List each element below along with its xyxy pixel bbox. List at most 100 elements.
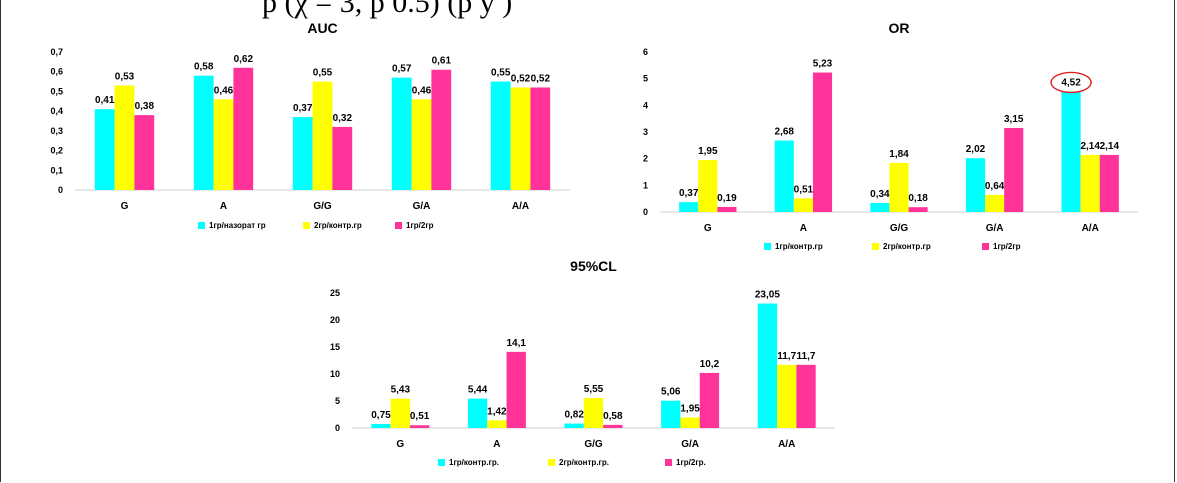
auc-bar-g-g-s2	[312, 81, 333, 190]
cl-data-label-g-g-s1: 0,82	[564, 410, 584, 421]
cl-bar-g-g-s2	[583, 398, 604, 428]
cl-data-label-a-a-s1: 23,05	[755, 290, 780, 301]
or-y-tick-label: 1	[643, 180, 648, 190]
auc-data-label-g-s1: 0,41	[95, 95, 115, 106]
or-bar-g-g-s3	[908, 207, 928, 212]
or-bar-a-a-s3	[1099, 154, 1119, 212]
or-legend-label-3: 1гр/2гр	[993, 242, 1021, 251]
cl-data-label-g-g-s3: 0,58	[603, 411, 623, 422]
or-bar-a-a-s2	[1080, 154, 1100, 212]
auc-chart-title: AUC	[307, 20, 337, 36]
cl-x-tick-label-a-a: A/A	[778, 439, 795, 450]
or-data-label-a-s3: 5,23	[813, 59, 833, 70]
auc-y-tick-label: 0,5	[50, 86, 63, 96]
or-bar-g-s1	[679, 202, 699, 212]
auc-data-label-g-a-s3: 0,61	[432, 56, 452, 67]
cl-legend-swatch-2	[548, 459, 555, 466]
cropped-header-text: p (χ = 3, p 0.5) (p y )	[0, 0, 1177, 20]
auc-legend-label-3: 1гр/2гр	[406, 221, 434, 230]
or-chart: OR 0 1 2 3 4 5 6 G 0,37 1,95 0,19 A 2,68 0,51 5,23 G/G 0,…	[643, 20, 1138, 251]
or-data-label-a-s1: 2,68	[775, 127, 795, 138]
cl-y-tick-label: 0	[335, 423, 340, 433]
cl-y-tick-label: 20	[330, 315, 340, 325]
auc-bar-g-g-s3	[332, 126, 353, 190]
auc-y-tick-label: 0,2	[50, 146, 63, 156]
auc-data-label-a-a-s1: 0,55	[491, 68, 511, 79]
or-bar-g-g-s2	[889, 162, 909, 212]
cl-data-label-a-a-s3: 11,7	[797, 351, 816, 362]
auc-y-tick-label: 0	[58, 185, 63, 195]
cl-data-label-a-a-s2: 11,7	[777, 351, 796, 362]
auc-data-label-g-a-s2: 0,46	[412, 85, 432, 96]
auc-legend-swatch-2	[303, 222, 310, 229]
or-bar-g-g-s1	[870, 202, 890, 212]
auc-bar-g-a-s2	[411, 99, 432, 190]
or-legend-label-1: 1гр/контр.гр	[775, 242, 823, 251]
auc-bar-g-a-s3	[431, 69, 452, 190]
auc-y-tick-label: 0,7	[50, 47, 63, 57]
or-y-tick-label: 3	[643, 127, 648, 137]
or-legend-swatch-3	[982, 243, 989, 250]
cl-x-tick-label-g: G	[396, 439, 404, 450]
auc-data-label-g-g-s1: 0,37	[293, 103, 313, 114]
auc-bar-a-s2	[213, 99, 234, 190]
cl-data-label-g-a-s1: 5,06	[661, 387, 681, 398]
cl-legend-swatch-3	[665, 459, 672, 466]
cl-y-tick-label: 5	[335, 396, 340, 406]
auc-bar-a-a-s2	[510, 87, 531, 190]
auc-bar-g-g-s1	[292, 117, 313, 190]
auc-bar-g-s2	[114, 85, 135, 190]
or-data-label-g-s3: 0,19	[717, 193, 737, 204]
or-x-tick-label-g-g: G/G	[890, 223, 909, 234]
cl-bar-g-a-s1	[661, 400, 681, 428]
cl-legend-label-3: 1гр/2гр.	[676, 458, 706, 467]
cl-bar-g-s2	[390, 398, 410, 428]
or-legend-swatch-1	[764, 243, 771, 250]
or-y-tick-label: 6	[643, 47, 648, 57]
cl-chart: 95%CL 0 5 10 15 20 25 G 0,75 5,43 0,51 A 5,44 1,42 14,…	[330, 258, 835, 467]
cl-bar-a-a-s2	[777, 364, 797, 428]
header-text: p (χ = 3, p 0.5) (p y )	[262, 0, 513, 19]
or-bar-a-a-s1	[1061, 91, 1081, 212]
or-data-label-g-g-s2: 1,84	[889, 149, 909, 160]
or-highlight-ellipse	[1050, 71, 1092, 94]
or-data-label-g-g-s3: 0,18	[908, 193, 928, 204]
cl-bar-g-a-s3	[699, 372, 720, 428]
or-data-label-a-s2: 0,51	[794, 184, 814, 195]
cl-data-label-a-s3: 14,1	[506, 338, 526, 349]
or-bar-a-s1	[774, 140, 794, 212]
cl-data-label-g-s2: 5,43	[391, 385, 411, 396]
auc-bar-g-a-s1	[391, 77, 412, 190]
cl-bar-g-g-s3	[603, 424, 623, 428]
cl-data-label-a-s2: 1,42	[487, 406, 507, 417]
auc-data-label-a-a-s3: 0,52	[531, 73, 551, 84]
or-data-label-g-g-s1: 0,34	[870, 189, 890, 200]
cl-x-tick-label-g-a: G/A	[681, 439, 699, 450]
or-bar-g-s3	[717, 206, 737, 212]
auc-y-tick-label: 0,1	[50, 165, 63, 175]
auc-x-tick-label-g-g: G/G	[313, 201, 332, 212]
cl-bar-a-s3	[506, 351, 526, 428]
cl-legend-label-1: 1гр/контр.гр.	[449, 458, 499, 467]
or-bar-a-s3	[812, 72, 833, 213]
cl-data-label-g-s3: 0,51	[410, 411, 430, 422]
cl-bar-g-s3	[409, 425, 430, 428]
auc-legend-label-2: 2гр/контр.гр	[314, 221, 362, 230]
or-chart-title: OR	[889, 20, 910, 36]
or-x-tick-label-a-a: A/A	[1082, 223, 1099, 234]
or-bar-g-a-s3	[1004, 128, 1024, 212]
auc-data-label-a-s3: 0,62	[234, 54, 254, 65]
auc-x-tick-label-g-a: G/A	[413, 201, 431, 212]
cl-bar-g-s1	[371, 423, 391, 428]
cl-data-label-g-s1: 0,75	[371, 410, 391, 421]
auc-legend-label-1: 1гр/назорат гр	[209, 221, 266, 230]
auc-bar-a-s1	[193, 75, 214, 190]
or-y-tick-label: 4	[643, 100, 648, 110]
auc-bar-g-s3	[134, 115, 155, 190]
or-legend-label-2: 2гр/контр.гр	[883, 242, 931, 251]
auc-x-tick-label-g: G	[121, 201, 129, 212]
auc-data-label-g-s3: 0,38	[135, 101, 155, 112]
or-bar-g-s2	[698, 160, 718, 212]
auc-data-label-g-g-s3: 0,32	[333, 113, 353, 124]
